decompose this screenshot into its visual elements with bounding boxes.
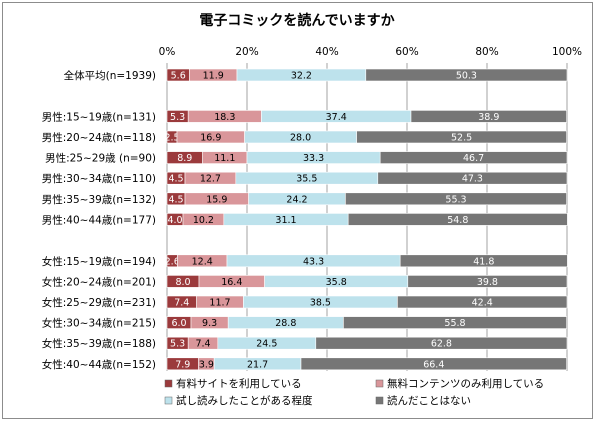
legend-label: 読んだことはない [387, 394, 471, 407]
category-labels: 全体平均(n=1939) 男性:15~19歳(n=131) 男性:20~24歳(n=… [42, 69, 156, 371]
legend-label: 有料サイトを利用している [176, 377, 302, 390]
data-label: 12.7 [200, 174, 221, 185]
category-label: 男性:20~24歳(n=118) [42, 131, 156, 144]
data-label: 7.4 [174, 298, 189, 309]
data-label: 11.9 [203, 71, 224, 82]
legend-swatch [164, 379, 173, 388]
data-label: 21.7 [247, 359, 268, 370]
bar-segment [345, 192, 567, 206]
category-label: 女性:35~39歳(n=188) [42, 337, 156, 350]
category-label: 女性:25~29歳(n=231) [42, 296, 156, 309]
data-label: 2.6 [165, 256, 180, 267]
bar-segment [315, 336, 568, 350]
data-label: 7.4 [195, 339, 210, 350]
data-label: 35.8 [326, 277, 347, 288]
category-label: 男性:30~34歳(n=110) [42, 172, 156, 185]
data-label: 42.4 [472, 298, 493, 309]
data-label: 35.5 [296, 174, 317, 185]
x-tick-label: 20% [235, 46, 258, 58]
bar-segment [356, 130, 567, 144]
bar-segment [410, 110, 567, 123]
bar-segment [343, 316, 567, 329]
category-label: 男性:15~19歳(n=131) [42, 110, 156, 123]
category-label: 男性:40~44歳(n=177) [42, 213, 156, 226]
legend-label: 無料コンテンツのみ利用している [387, 377, 544, 390]
legend: 有料サイトを利用している 無料コンテンツのみ利用している試し読みしたことがある程度… [164, 377, 544, 407]
chart-svg: 電子コミックを読んでいますか 0% 20% 40% 60% 80% 100% 全体平均(n… [42, 12, 582, 407]
data-label: 5.3 [170, 112, 185, 123]
data-label: 46.7 [463, 153, 484, 164]
data-label: 66.4 [423, 359, 444, 370]
data-label: 12.4 [192, 256, 213, 267]
bars: 5.6 11.9 32.2 50.3 5.3 18.3 37.4 38.9 2.5 16.9 28.… [164, 68, 568, 371]
bar-segment [377, 171, 568, 185]
data-label: 4.5 [168, 194, 183, 205]
data-label: 8.0 [175, 277, 190, 288]
data-label: 55.8 [444, 318, 465, 329]
data-label: 18.3 [214, 112, 235, 123]
data-label: 32.2 [291, 71, 312, 82]
data-label: 5.6 [171, 71, 186, 82]
data-label: 43.3 [303, 256, 324, 267]
data-label: 16.4 [221, 277, 242, 288]
data-label: 33.3 [303, 153, 324, 164]
bar-segment [397, 295, 568, 309]
data-label: 28.0 [290, 133, 311, 144]
bar-segment [347, 213, 568, 226]
x-tick-label: 40% [315, 46, 338, 58]
x-tick-label: 60% [395, 46, 418, 58]
bar-segment [399, 254, 568, 268]
data-label: 6.0 [171, 318, 186, 329]
legend-label: 試し読みしたことがある程度 [176, 394, 313, 407]
data-label: 7.9 [175, 359, 190, 370]
data-label: 10.2 [193, 215, 214, 226]
data-label: 41.8 [473, 256, 494, 267]
data-label: 24.5 [256, 339, 277, 350]
legend-swatch [375, 396, 384, 405]
bar-segment [365, 68, 568, 82]
category-label: 女性:30~34歳(n=215) [42, 317, 156, 330]
data-label: 38.5 [310, 298, 331, 309]
data-label: 52.5 [451, 133, 472, 144]
data-label: 8.9 [177, 153, 192, 164]
data-label: 55.3 [445, 194, 466, 205]
category-label: 女性:40~44歳(n=152) [42, 358, 156, 371]
x-axis-ticks: 0% 20% 40% 60% 80% 100% [159, 46, 582, 58]
x-tick-label: 100% [552, 46, 582, 58]
data-label: 62.8 [431, 339, 452, 350]
legend-swatch [375, 379, 384, 388]
chart-title: 電子コミックを読んでいますか [199, 12, 394, 29]
data-label: 31.1 [275, 215, 296, 226]
data-label: 47.3 [462, 174, 483, 185]
data-label: 5.3 [170, 339, 185, 350]
bar-segment [379, 151, 568, 164]
data-label: 16.9 [200, 133, 221, 144]
data-label: 15.9 [206, 194, 227, 205]
data-label: 4.5 [168, 174, 183, 185]
data-label: 4.0 [167, 215, 182, 226]
data-label: 54.8 [447, 215, 468, 226]
category-label: 男性:25~29歳 (n=90) [45, 152, 156, 165]
data-label: 11.1 [214, 153, 235, 164]
data-label: 3.9 [199, 359, 214, 370]
data-label: 38.9 [478, 112, 499, 123]
data-label: 28.8 [275, 318, 296, 329]
data-label: 39.8 [477, 277, 498, 288]
data-label: 2.5 [164, 133, 179, 144]
category-label: 女性:20~24歳(n=201) [42, 275, 156, 288]
data-label: 9.3 [202, 318, 217, 329]
category-label: 男性:35~39歳(n=132) [42, 193, 156, 206]
category-label: 女性:15~19歳(n=194) [42, 255, 156, 268]
data-label: 11.7 [209, 298, 230, 309]
legend-swatch [164, 396, 173, 405]
data-label: 24.2 [286, 194, 307, 205]
data-label: 50.3 [456, 71, 477, 82]
bar-segment [407, 275, 568, 288]
category-label: 全体平均(n=1939) [64, 69, 156, 82]
data-label: 37.4 [326, 112, 347, 123]
x-tick-label: 80% [475, 46, 498, 58]
bar-segment [300, 357, 567, 371]
x-tick-label: 0% [159, 46, 176, 58]
